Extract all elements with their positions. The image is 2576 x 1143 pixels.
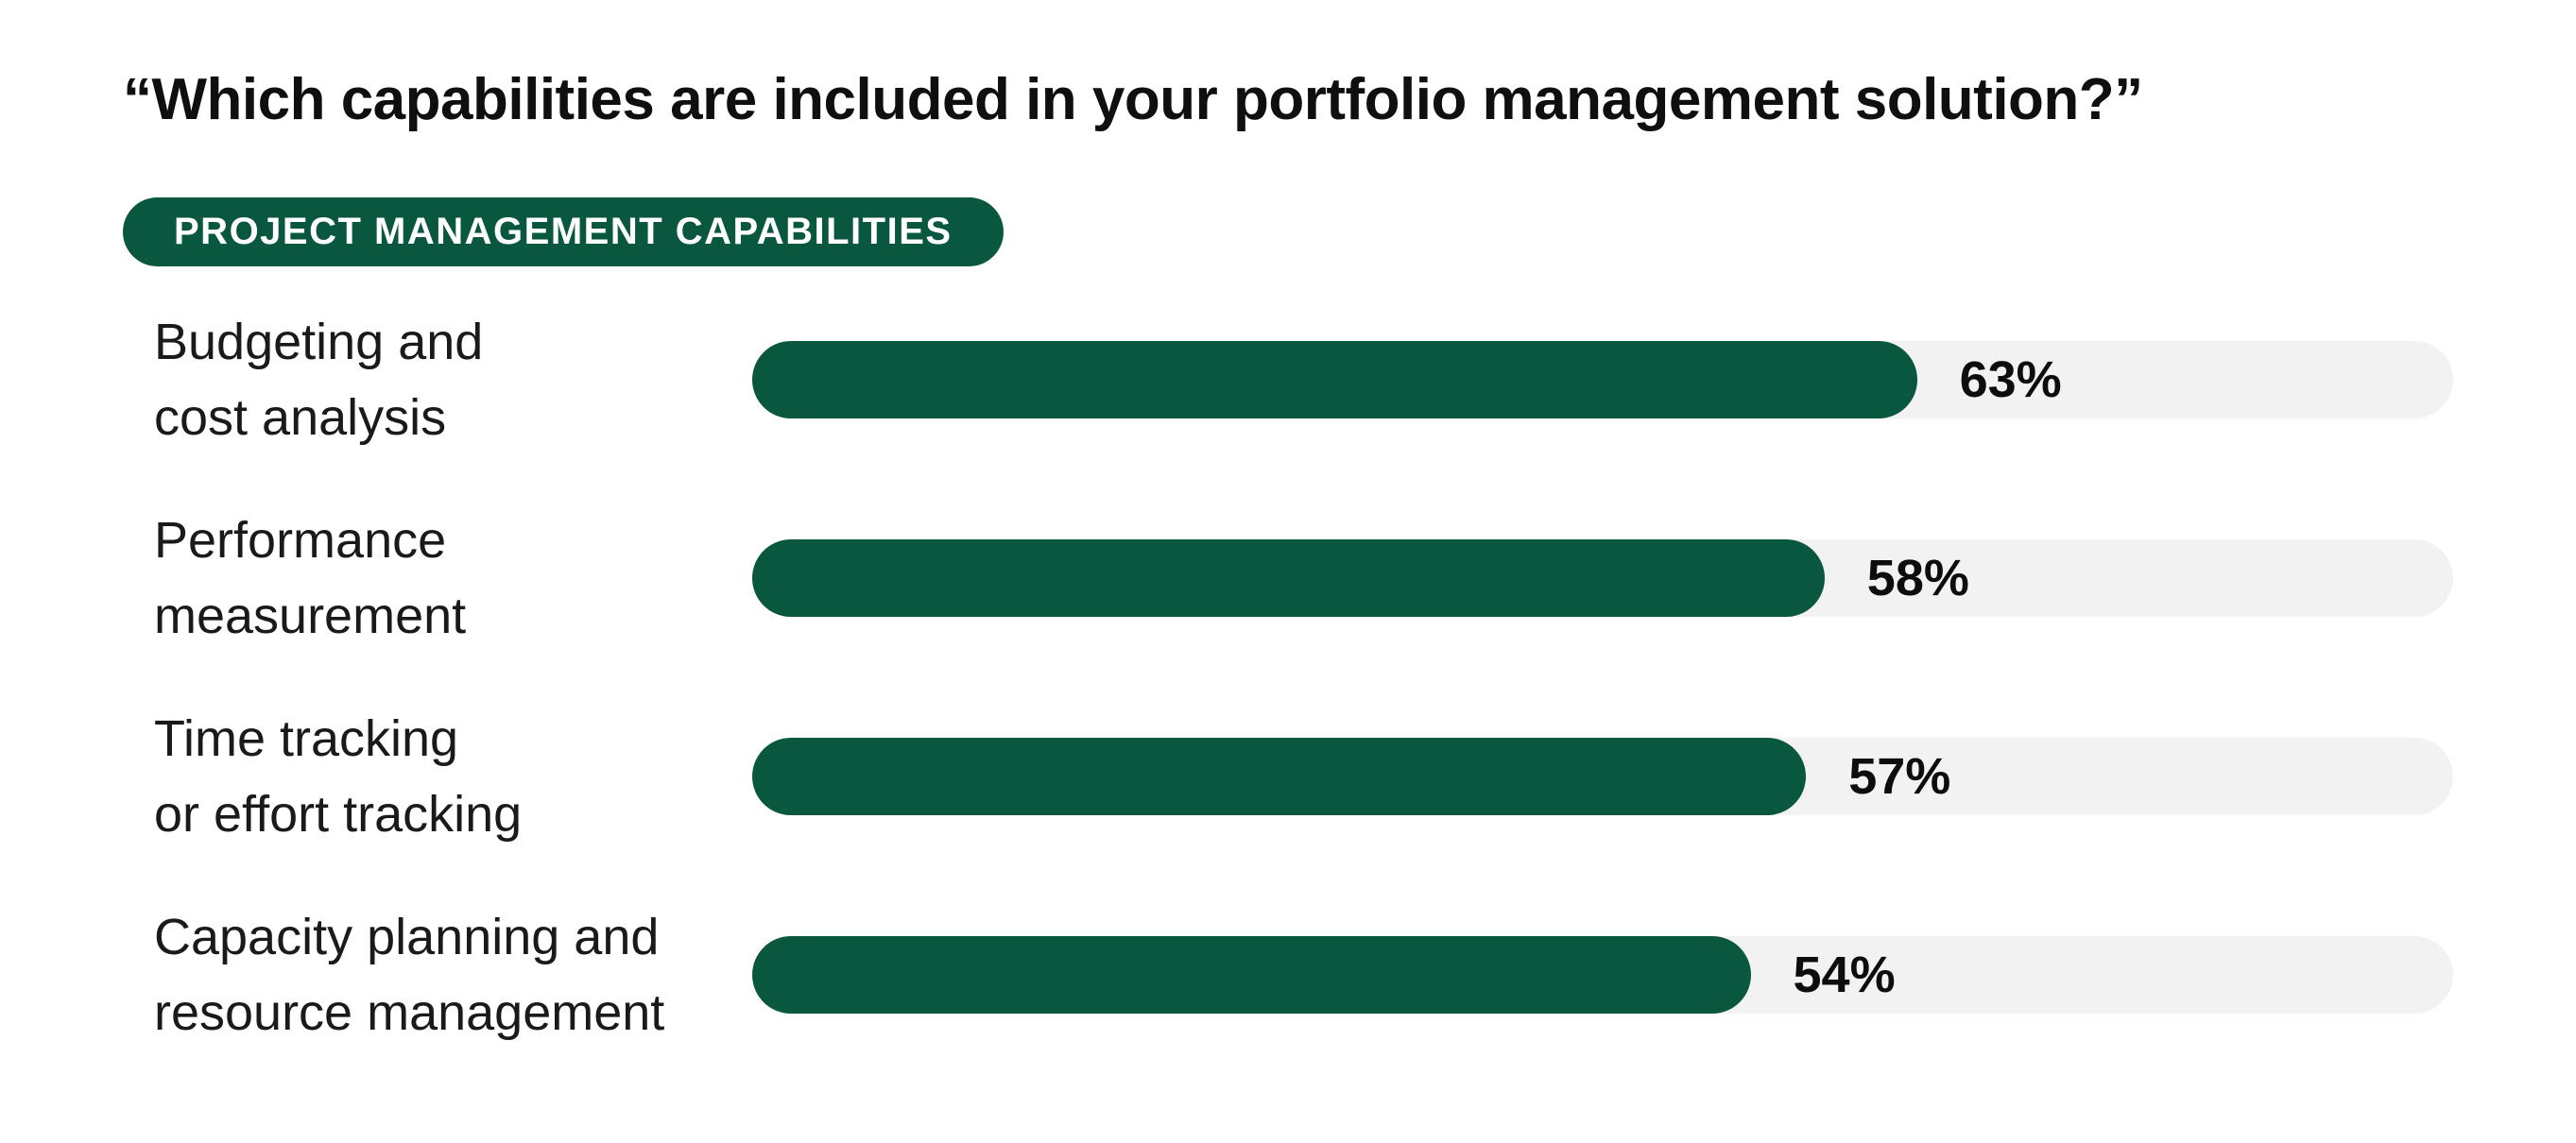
bar-row-capacity-planning: Capacity planning and resource managemen…	[123, 876, 2453, 1074]
bar-label-line2: or effort tracking	[154, 786, 523, 843]
bar-label-line1: Capacity planning and	[154, 909, 660, 965]
bar-value-label: 54%	[1793, 947, 1896, 1003]
bar-chart: Budgeting and cost analysis 63% Performa…	[123, 281, 2453, 1074]
bar-label-line1: Time tracking	[154, 710, 459, 767]
bar-value-label: 58%	[1866, 550, 1969, 606]
bar-row-time-tracking: Time tracking or effort tracking 57%	[123, 677, 2453, 876]
bar-track: 63%	[752, 341, 2453, 418]
category-badge-label: PROJECT MANAGEMENT CAPABILITIES	[174, 211, 953, 252]
bar-row-budgeting: Budgeting and cost analysis 63%	[123, 281, 2453, 479]
bar-fill	[752, 936, 1751, 1014]
bar-fill	[752, 738, 1807, 815]
bar-label: Time tracking or effort tracking	[123, 701, 752, 852]
bar-track: 54%	[752, 936, 2453, 1014]
bar-label-line1: Performance	[154, 512, 447, 569]
bar-label: Budgeting and cost analysis	[123, 304, 752, 455]
bar-label: Performance measurement	[123, 503, 752, 654]
bar-value-label: 63%	[1959, 351, 2062, 408]
bar-label-line2: measurement	[154, 588, 467, 644]
bar-label-line2: cost analysis	[154, 389, 447, 446]
bar-row-performance: Performance measurement 58%	[123, 479, 2453, 677]
bar-value-label: 57%	[1848, 748, 1951, 805]
bar-fill	[752, 341, 1917, 418]
bar-fill	[752, 539, 1825, 617]
chart-title: “Which capabilities are included in your…	[123, 67, 2143, 132]
bar-label: Capacity planning and resource managemen…	[123, 899, 752, 1050]
bar-track: 58%	[752, 539, 2453, 617]
bar-track: 57%	[752, 738, 2453, 815]
bar-label-line1: Budgeting and	[154, 314, 484, 370]
category-badge: PROJECT MANAGEMENT CAPABILITIES	[123, 197, 1004, 266]
bar-label-line2: resource management	[154, 984, 665, 1041]
